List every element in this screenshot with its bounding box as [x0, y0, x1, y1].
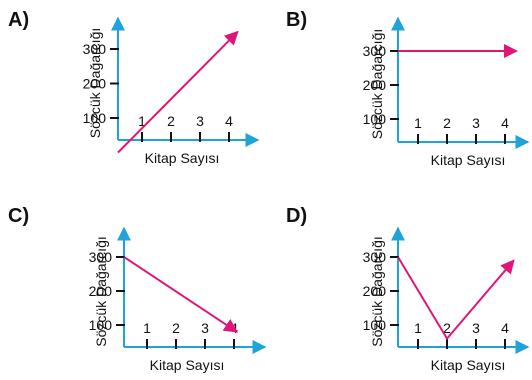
x-tick-label: 2 [443, 115, 451, 131]
x-axis-title: Kitap Sayısı [431, 152, 506, 168]
x-tick-label: 4 [225, 113, 233, 129]
y-tick-label: 200 [363, 77, 387, 93]
x-axis-title: Kitap Sayısı [150, 357, 225, 373]
y-tick-label: 100 [83, 110, 107, 126]
x-tick-label: 2 [167, 113, 175, 129]
option-panel-2: B) 1 2 3 4 100 200 300 Kitap Sayısı Sözcük Dağarc… [286, 9, 530, 168]
option-label: A) [8, 9, 29, 31]
x-tick-label: 4 [501, 115, 509, 131]
y-tick-label: 200 [83, 76, 107, 92]
x-tick-label: 4 [501, 320, 509, 336]
y-tick-label: 100 [89, 317, 113, 333]
x-axis-title: Kitap Sayısı [145, 150, 220, 166]
y-tick-label: 100 [363, 111, 387, 127]
option-label: C) [8, 205, 29, 227]
option-label: B) [286, 9, 307, 31]
series-line [397, 256, 515, 341]
x-tick-label: 3 [472, 115, 480, 131]
x-tick-label: 3 [472, 320, 480, 336]
y-tick-label: 200 [89, 283, 113, 299]
option-panel-1: A) 1 2 3 4 100 200 300 Kitap Sayısı Sözcük Dağarc… [8, 9, 260, 166]
y-tick-label: 300 [83, 41, 107, 57]
y-tick-label: 300 [363, 249, 387, 265]
series-line [123, 256, 239, 333]
y-axis-title: Sözcük Dağarcığı [93, 236, 109, 347]
y-tick-label: 300 [363, 43, 387, 59]
y-axis-title: Sözcük Dağarcığı [87, 28, 103, 139]
y-tick-label: 200 [363, 283, 387, 299]
series-line [117, 30, 239, 154]
x-tick-label: 1 [138, 113, 146, 129]
x-tick-label: 3 [201, 320, 209, 336]
x-axis-title: Kitap Sayısı [431, 357, 506, 373]
x-tick-label: 1 [414, 115, 422, 131]
x-tick-label: 2 [172, 320, 180, 336]
x-tick-label: 3 [196, 113, 204, 129]
x-tick-label: 1 [143, 320, 151, 336]
option-panel-4: D) 1 2 3 4 100 200 300 Kitap Sayısı Sözcük Dağarc… [286, 205, 530, 373]
x-tick-label: 1 [414, 320, 422, 336]
x-tick-label: 2 [443, 320, 451, 336]
y-tick-label: 100 [363, 317, 387, 333]
y-tick-label: 300 [89, 249, 113, 265]
option-label: D) [286, 205, 307, 227]
y-axis-title: Sözcük Dağarcığı [369, 29, 385, 140]
y-axis-title: Sözcük Dağarcığı [369, 236, 385, 347]
